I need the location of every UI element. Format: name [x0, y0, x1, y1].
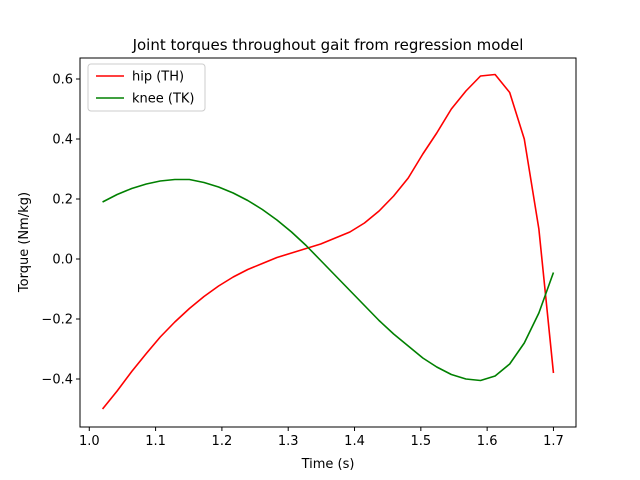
- x-tick-label: 1.7: [543, 434, 564, 449]
- legend: hip (TH) knee (TK): [87, 63, 206, 112]
- y-axis-label: Torque (Nm/kg): [17, 192, 32, 293]
- y-tick-label: −0.4: [41, 373, 73, 388]
- legend-label-0: hip (TH): [132, 70, 184, 85]
- series-line-0: [101, 73, 555, 410]
- axes-frame: [79, 57, 577, 428]
- y-tick-label: 0.6: [52, 73, 73, 88]
- legend-label-1: knee (TK): [132, 92, 195, 107]
- x-tick-label: 1.3: [278, 434, 299, 449]
- x-axis: 1.0 1.1 1.2 1.3 1.4 1.5 1.6 1.7: [79, 427, 564, 449]
- x-tick-label: 1.4: [344, 434, 365, 449]
- x-tick-label: 1.0: [79, 434, 100, 449]
- x-tick-label: 1.2: [212, 434, 233, 449]
- y-tick-label: 0.0: [52, 253, 73, 268]
- y-tick-label: 0.4: [52, 133, 73, 148]
- y-axis: −0.4 −0.2 0.0 0.2 0.4 0.6: [41, 73, 80, 388]
- y-tick-label: 0.2: [52, 193, 73, 208]
- y-tick-label: −0.2: [41, 313, 73, 328]
- x-axis-label: Time (s): [301, 457, 355, 472]
- plot-area: [101, 73, 555, 410]
- series-line-1: [102, 178, 555, 382]
- x-tick-label: 1.5: [410, 434, 431, 449]
- x-tick-label: 1.6: [477, 434, 498, 449]
- x-tick-label: 1.1: [145, 434, 166, 449]
- chart-title: Joint torques throughout gait from regre…: [132, 36, 524, 54]
